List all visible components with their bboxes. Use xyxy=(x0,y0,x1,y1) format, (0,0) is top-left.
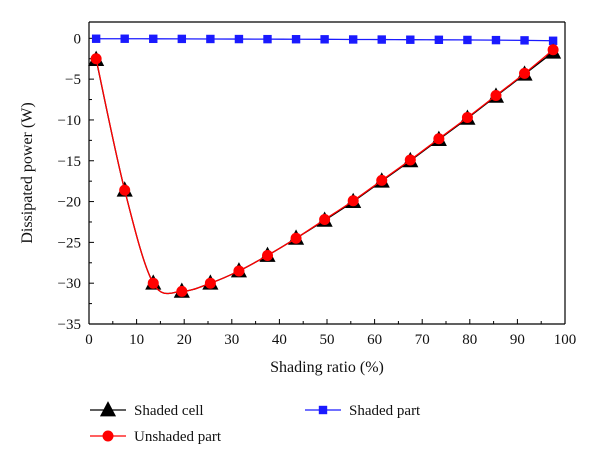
shaded-part-point xyxy=(377,35,386,44)
series-shaded-cell xyxy=(88,43,562,298)
shaded-part-point xyxy=(491,35,501,45)
y-tick-label: −30 xyxy=(58,276,81,292)
shaded-part-point xyxy=(320,35,329,44)
shaded-part-point xyxy=(120,34,129,43)
x-tick-label: 30 xyxy=(224,332,239,348)
legend-label: Shaded part xyxy=(349,403,421,419)
x-tick-label: 0 xyxy=(85,332,93,348)
unshaded-part-point xyxy=(290,232,302,244)
x-tick-label: 60 xyxy=(367,332,382,348)
legend-label: Shaded cell xyxy=(134,403,204,419)
unshaded-part-point xyxy=(90,53,102,65)
x-tick-label: 80 xyxy=(462,332,477,348)
shaded-part-point xyxy=(206,34,215,44)
x-tick-label: 50 xyxy=(320,332,335,348)
shaded-part-point xyxy=(348,35,358,44)
unshaded-part-line xyxy=(95,49,554,295)
y-tick-label: −10 xyxy=(58,113,81,129)
x-tick-label: 20 xyxy=(177,332,192,348)
unshaded-part-point xyxy=(176,285,188,297)
y-tick-label: −35 xyxy=(58,317,81,333)
shaded-part-point xyxy=(520,36,529,45)
unshaded-part-point xyxy=(519,67,531,79)
unshaded-part-point xyxy=(119,184,131,196)
shaded-part-point xyxy=(434,35,444,44)
shaded-part-point xyxy=(291,35,301,44)
unshaded-part-point xyxy=(404,154,416,166)
unshaded-part-point xyxy=(547,44,559,56)
legend-item-unshaded-part: Unshaded part xyxy=(90,429,222,445)
unshaded-part-point xyxy=(490,89,502,101)
unshaded-part-point xyxy=(204,277,216,289)
series-shaded-part xyxy=(91,34,558,45)
x-axis-title: Shading ratio (%) xyxy=(270,359,384,376)
y-tick-label: −20 xyxy=(58,195,81,211)
shaded-cell-line xyxy=(95,51,554,295)
y-tick-label: −5 xyxy=(65,72,81,88)
shaded-part-point xyxy=(177,34,187,44)
unshaded-part-point xyxy=(319,214,331,226)
shaded-part-point xyxy=(548,36,558,45)
shaded-part-point xyxy=(234,34,244,44)
x-tick-label: 40 xyxy=(272,332,287,348)
legend-swatch-marker xyxy=(318,405,328,415)
x-tick-label: 90 xyxy=(510,332,525,348)
shaded-part-point xyxy=(91,34,101,43)
legend-swatch-marker xyxy=(99,401,117,417)
shaded-part-point xyxy=(149,34,158,44)
unshaded-part-point xyxy=(461,111,473,123)
y-tick-label: 0 xyxy=(74,31,82,47)
axes: 0 10 20 30 40 50 60 70 80 90 100 0 −5 −10 −15 −20 −25 −30… xyxy=(58,21,577,348)
shaded-part-point xyxy=(463,35,472,45)
shaded-part-point xyxy=(263,34,272,44)
y-tick-label: −15 xyxy=(58,154,81,170)
unshaded-part-point xyxy=(147,277,159,289)
x-tick-label: 10 xyxy=(129,332,144,348)
unshaded-part-point xyxy=(433,133,445,145)
legend-item-shaded-cell: Shaded cell xyxy=(90,401,204,419)
x-tick-label: 70 xyxy=(415,332,430,348)
legend-swatch-marker xyxy=(102,430,114,442)
unshaded-part-point xyxy=(376,174,388,186)
unshaded-part-point xyxy=(262,249,273,261)
y-tick-label: −25 xyxy=(58,235,81,251)
legend-label: Unshaded part xyxy=(134,429,222,445)
series-unshaded-part xyxy=(90,44,559,297)
legend-item-shaded-part: Shaded part xyxy=(305,403,421,419)
shaded-part-point xyxy=(406,35,415,44)
x-tick-label: 100 xyxy=(554,332,577,348)
legend: Shaded cell Unshaded part Shaded part xyxy=(90,401,421,445)
y-axis-title: Dissipated power (W) xyxy=(19,102,36,243)
unshaded-part-point xyxy=(347,195,359,207)
series-layer xyxy=(88,34,562,298)
unshaded-part-point xyxy=(233,265,245,277)
